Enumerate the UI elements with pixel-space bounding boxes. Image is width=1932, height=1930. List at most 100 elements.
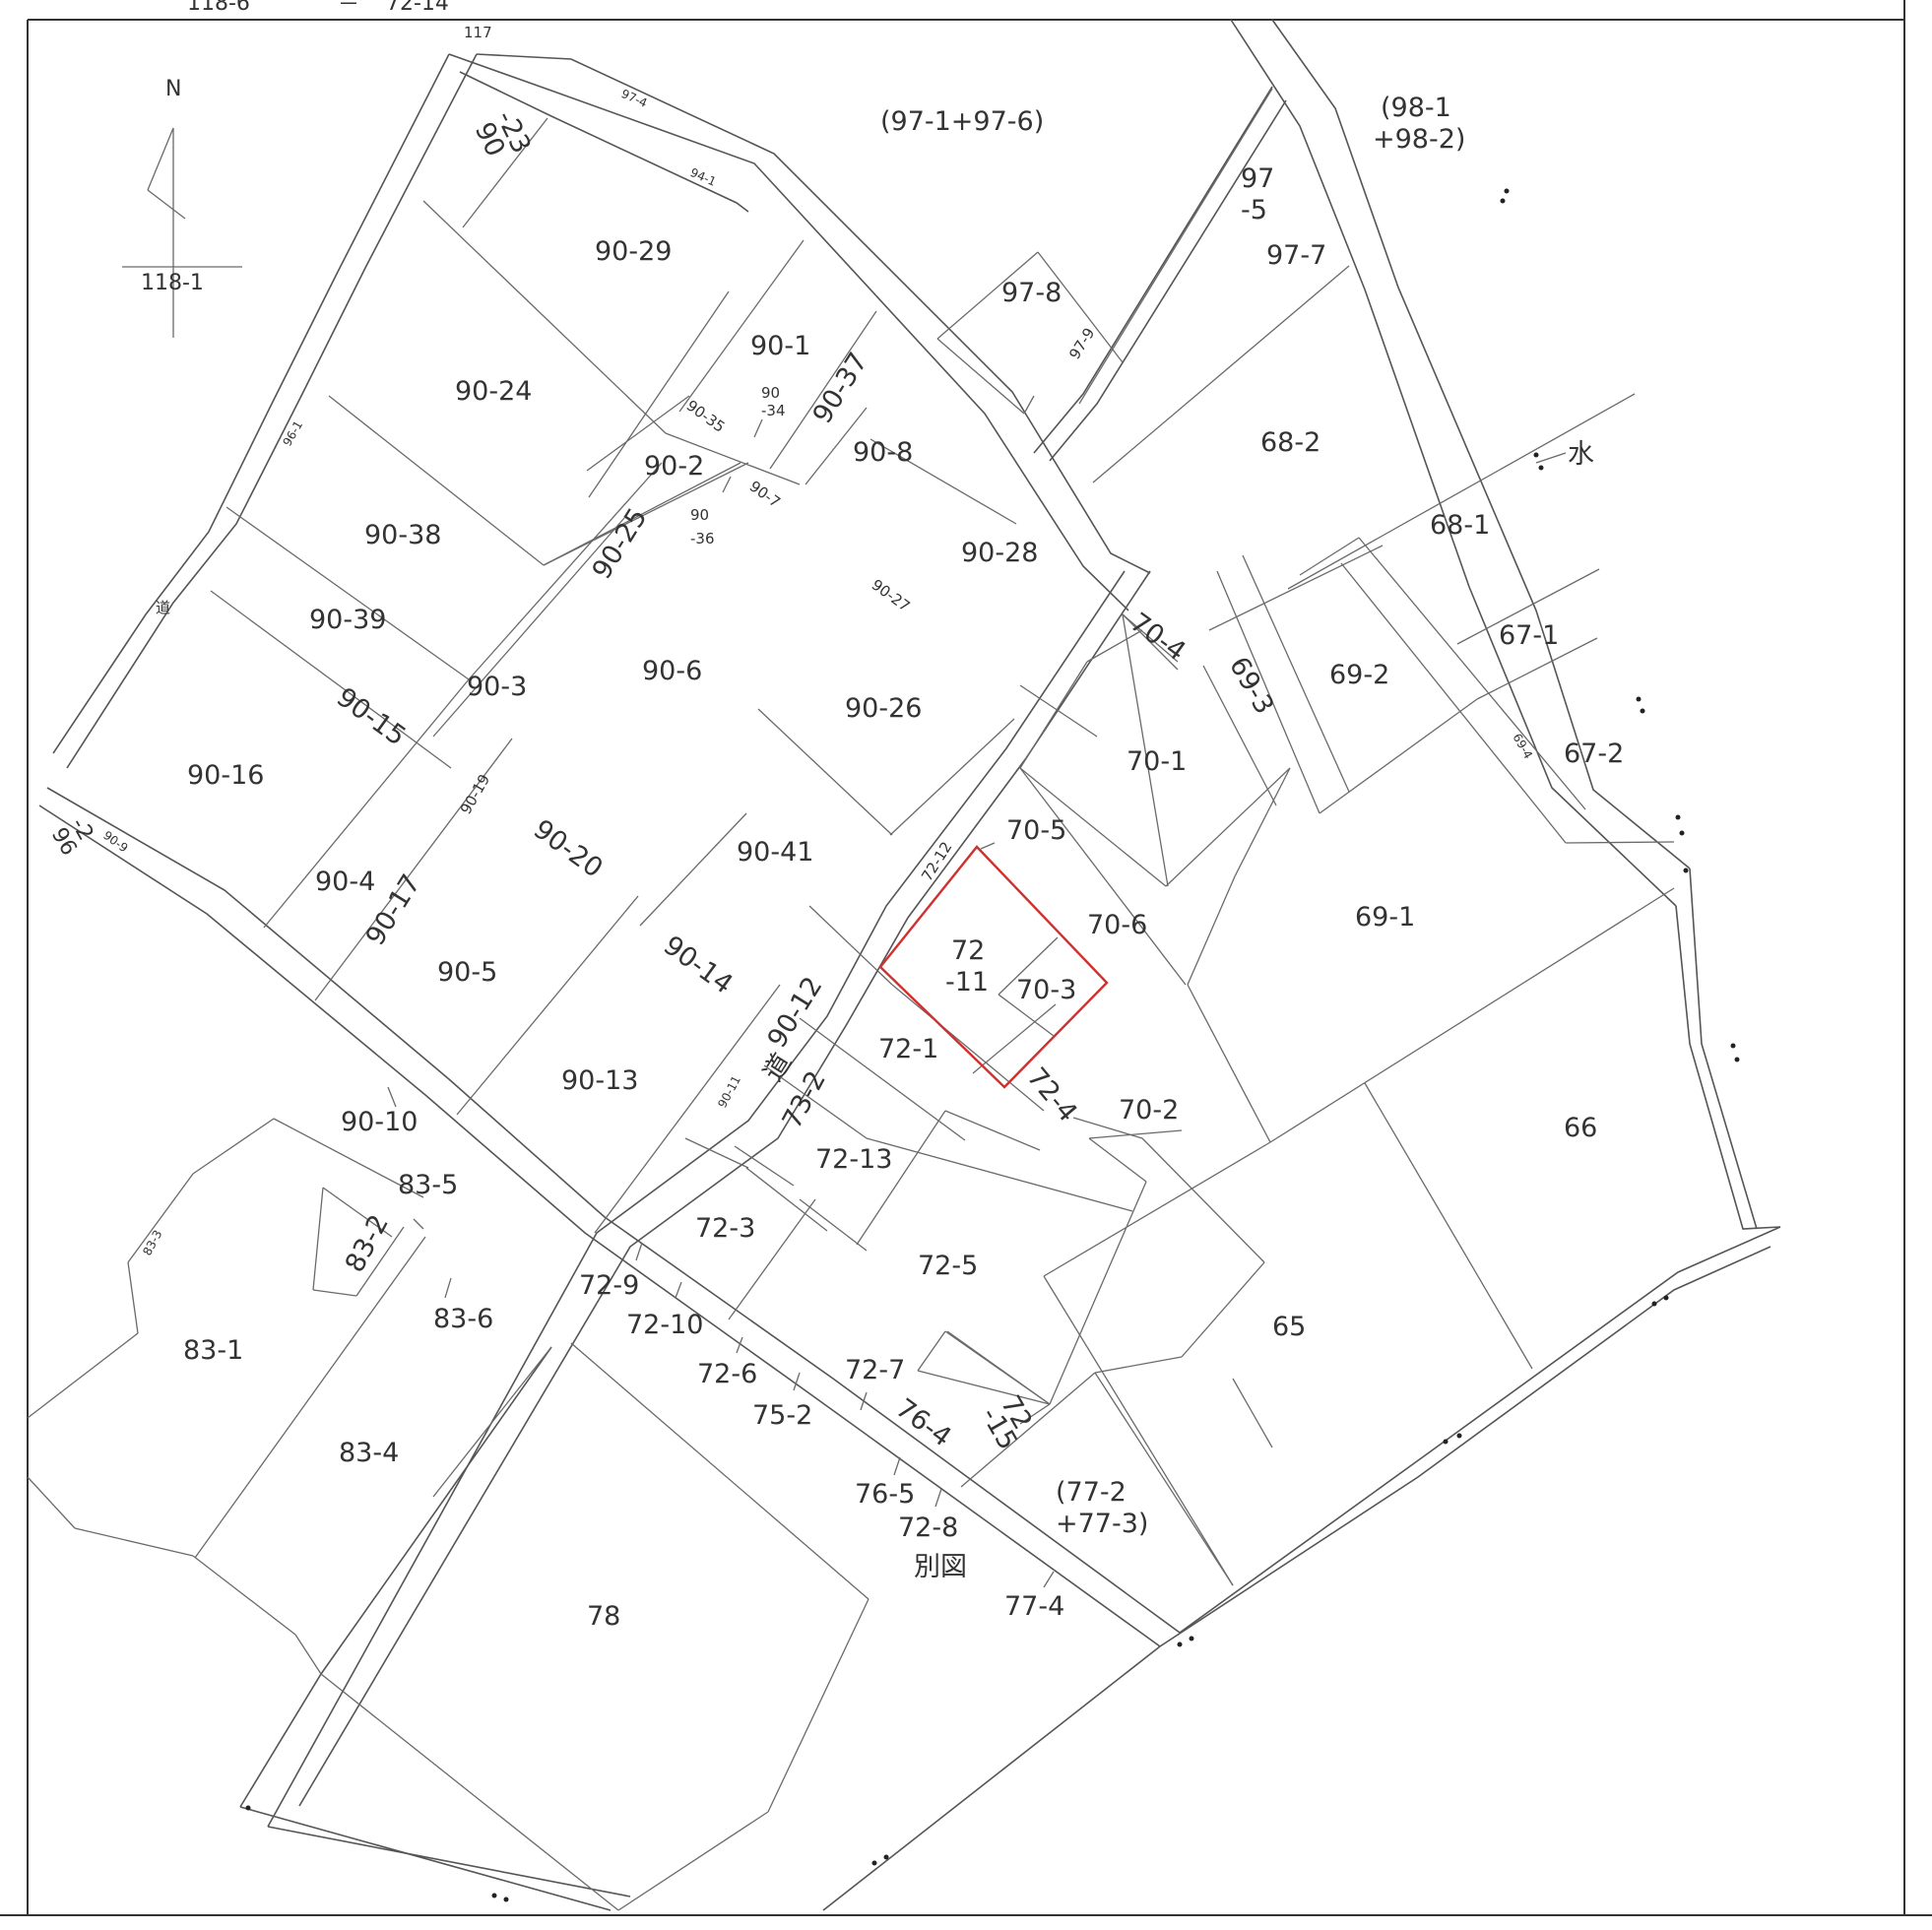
parcel-label-96-1: 96-1 bbox=[280, 418, 305, 449]
parcel-label-90-37: 90-37 bbox=[807, 348, 874, 429]
parcel-label-83-2: 83-2 bbox=[340, 1210, 395, 1278]
parcel-label-90-9: 90-9 bbox=[100, 828, 130, 855]
parcel-label-77-3: +77-3) bbox=[1056, 1509, 1148, 1539]
parcel-labels: 117 97-4 94-1 (97-1+97-6) (98-1 +98-2) 9… bbox=[46, 24, 1624, 1632]
parcel-label-97-1-97-6: (97-1+97-6) bbox=[880, 106, 1044, 137]
parcel-label-83-3: 83-3 bbox=[140, 1228, 164, 1258]
parcel-label-83-5: 83-5 bbox=[398, 1170, 458, 1200]
parcel-label-90-36b: -36 bbox=[690, 530, 715, 547]
parcel-label-97-9: 97-9 bbox=[1065, 325, 1098, 362]
parcel-label-69-1: 69-1 bbox=[1355, 902, 1415, 933]
parcel-label-90-11: 90-11 bbox=[715, 1073, 743, 1110]
parcel-label-90-26: 90-26 bbox=[845, 693, 922, 724]
header-right-fragment: 72-14 bbox=[386, 0, 449, 16]
parcel-label-90-6: 90-6 bbox=[642, 656, 702, 686]
parcel-label-72-3: 72-3 bbox=[695, 1213, 755, 1244]
parcel-label-97-8: 97-8 bbox=[1001, 278, 1062, 308]
parcel-label-68-2: 68-2 bbox=[1260, 427, 1320, 458]
parcel-label-72-10: 72-10 bbox=[626, 1310, 703, 1340]
parcel-label-78: 78 bbox=[587, 1601, 620, 1632]
parcel-label-94-1: 94-1 bbox=[688, 165, 719, 189]
parcel-label-72-9: 72-9 bbox=[579, 1270, 639, 1301]
water-label: 水 bbox=[1568, 439, 1594, 470]
parcel-label-70-3: 70-3 bbox=[1016, 975, 1076, 1005]
parcel-label-83-4: 83-4 bbox=[339, 1438, 399, 1468]
parcel-label-90-19: 90-19 bbox=[457, 771, 493, 817]
parcel-label-90-3: 90-3 bbox=[467, 672, 527, 702]
parcel-label-70-6: 70-6 bbox=[1087, 910, 1147, 940]
parcel-label-90-27: 90-27 bbox=[869, 576, 914, 615]
parcel-label-72-5: 72-5 bbox=[918, 1251, 978, 1281]
compass-north-label: N bbox=[165, 77, 181, 101]
parcel-label-90-4: 90-4 bbox=[315, 867, 375, 897]
parcel-label-90-20: 90-20 bbox=[528, 814, 609, 884]
parcel-label-97-5b: -5 bbox=[1241, 195, 1267, 225]
parcel-label-90-1: 90-1 bbox=[750, 331, 810, 361]
header-left-fragment: 118-6 bbox=[187, 0, 250, 16]
parcel-label-90-14: 90-14 bbox=[658, 931, 739, 1000]
road-label-b: 道 bbox=[758, 1048, 799, 1086]
parcel-label-72-1: 72-1 bbox=[878, 1034, 938, 1064]
parcel-label-90-8: 90-8 bbox=[853, 437, 913, 468]
parcel-label-72-11b: -11 bbox=[945, 967, 989, 997]
parcel-label-69-2: 69-2 bbox=[1329, 660, 1389, 690]
parcel-label-76-5: 76-5 bbox=[855, 1479, 915, 1510]
parcel-label-90-29: 90-29 bbox=[595, 236, 672, 267]
parcel-label-75-2: 75-2 bbox=[752, 1400, 812, 1431]
parcel-label-65: 65 bbox=[1272, 1312, 1306, 1342]
parcel-label-90-13: 90-13 bbox=[561, 1065, 638, 1096]
parcel-label-97-5a: 97 bbox=[1241, 163, 1274, 194]
parcel-label-70-2: 70-2 bbox=[1119, 1095, 1179, 1126]
parcel-label-90-35: 90-35 bbox=[683, 397, 729, 436]
parcel-label-90-24: 90-24 bbox=[455, 376, 532, 407]
parcel-label-69-4: 69-4 bbox=[1510, 732, 1535, 762]
parcel-label-90-28: 90-28 bbox=[961, 538, 1038, 568]
parcel-label-117: 117 bbox=[464, 24, 492, 41]
parcel-label-72-7: 72-7 bbox=[845, 1355, 905, 1385]
parcel-label-90-38: 90-38 bbox=[364, 520, 441, 550]
leader-arrows bbox=[388, 419, 1566, 1587]
parcel-label-90-34a: 90 bbox=[761, 384, 780, 402]
parcel-label-69-3: 69-3 bbox=[1223, 652, 1279, 720]
parcel-label-90-41: 90-41 bbox=[737, 837, 813, 868]
parcel-label-72-11a: 72 bbox=[951, 935, 985, 966]
parcel-label-70-1: 70-1 bbox=[1127, 746, 1187, 777]
parcel-label-66: 66 bbox=[1564, 1113, 1597, 1143]
header-mark: ＝ bbox=[338, 0, 359, 15]
parcel-label-90-36a: 90 bbox=[690, 506, 709, 524]
parcel-label-90-34b: -34 bbox=[761, 402, 786, 419]
parcel-label-90-7: 90-7 bbox=[746, 478, 784, 512]
north-arrow-icon bbox=[122, 128, 242, 338]
parcel-label-98-1: (98-1 bbox=[1381, 93, 1451, 123]
roads bbox=[39, 20, 1780, 1910]
parcel-label-90-2: 90-2 bbox=[644, 451, 704, 482]
parcel-label-67-1: 67-1 bbox=[1499, 620, 1559, 651]
parcel-label-97-4: 97-4 bbox=[619, 87, 650, 110]
parcel-label-90-16: 90-16 bbox=[187, 760, 264, 791]
parcel-label-68-1: 68-1 bbox=[1430, 510, 1490, 541]
compass-reference-parcel: 118-1 bbox=[141, 271, 204, 295]
parcel-label-90-15: 90-15 bbox=[331, 682, 412, 752]
road-label-a: 道 bbox=[156, 599, 170, 616]
separate-sheet-label: 別図 bbox=[914, 1552, 967, 1582]
parcel-label-83-1: 83-1 bbox=[183, 1335, 243, 1366]
parcel-label-70-5: 70-5 bbox=[1006, 815, 1066, 846]
survey-markers bbox=[246, 189, 1740, 1902]
parcel-label-70-4: 70-4 bbox=[1125, 608, 1191, 668]
parcel-label-72-8: 72-8 bbox=[898, 1512, 958, 1543]
parcel-label-77-2: (77-2 bbox=[1056, 1477, 1127, 1508]
parcel-label-72-6: 72-6 bbox=[697, 1359, 757, 1389]
parcel-label-97-7: 97-7 bbox=[1266, 240, 1326, 271]
parcel-label-67-2: 67-2 bbox=[1564, 739, 1624, 769]
parcel-label-90-25: 90-25 bbox=[587, 503, 654, 585]
parcel-label-98-2: +98-2) bbox=[1373, 124, 1465, 155]
parcel-label-83-6: 83-6 bbox=[433, 1304, 493, 1334]
parcel-label-90-5: 90-5 bbox=[437, 957, 497, 988]
parcel-label-90-10: 90-10 bbox=[341, 1107, 418, 1137]
parcel-label-72-13: 72-13 bbox=[815, 1144, 892, 1175]
parcel-label-77-4: 77-4 bbox=[1004, 1591, 1064, 1622]
parcel-label-90-12: 90-12 bbox=[762, 972, 829, 1054]
parcel-label-90-39: 90-39 bbox=[309, 605, 386, 635]
